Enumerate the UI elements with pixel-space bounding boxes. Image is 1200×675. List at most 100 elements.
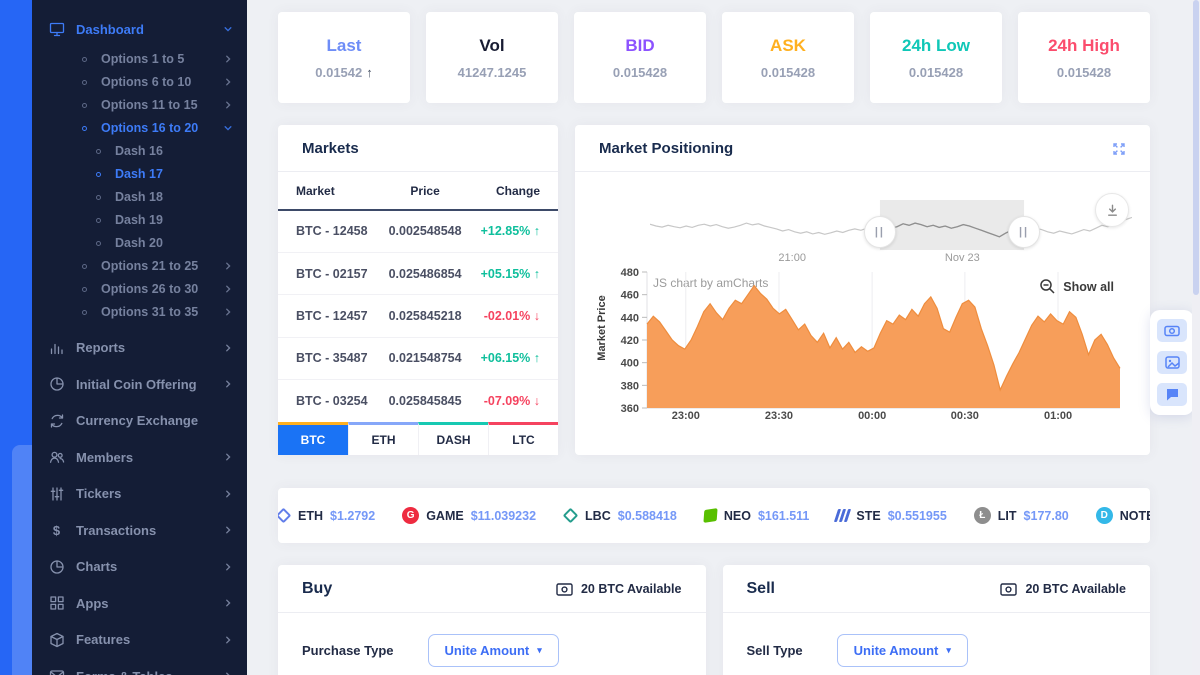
accent-scroll-thumb[interactable] bbox=[12, 445, 32, 675]
ticker-strip: ETH $1.2792 G GAME $11.039232 LBC $0.588418 NEO… bbox=[278, 488, 1150, 543]
arrow-down-icon: ↓ bbox=[533, 394, 540, 409]
sidebar-item-options-11-to-15[interactable]: Options 11 to 15 bbox=[32, 94, 247, 117]
chevron-right-icon bbox=[223, 54, 233, 64]
chevron-right-icon bbox=[223, 598, 233, 608]
svg-text:460: 460 bbox=[621, 290, 639, 302]
sidebar-item-dash-20[interactable]: Dash 20 bbox=[32, 232, 247, 255]
expand-icon[interactable] bbox=[1112, 142, 1126, 156]
bullet-icon bbox=[82, 125, 87, 131]
ticker-item-game[interactable]: G GAME $11.039232 bbox=[402, 507, 536, 524]
lit-coin-icon: Ł bbox=[973, 507, 991, 524]
chevron-right-icon bbox=[223, 525, 233, 535]
sidebar-item-currency-exchange[interactable]: Currency Exchange bbox=[32, 403, 247, 440]
ticker-item-neo[interactable]: NEO $161.511 bbox=[703, 508, 809, 523]
chevron-right-icon bbox=[223, 307, 233, 317]
ticker-item-ste[interactable]: STE $0.551955 bbox=[834, 509, 947, 523]
zoom-out-icon bbox=[1040, 279, 1055, 294]
sidebar-item-transactions[interactable]: $ Transactions bbox=[32, 512, 247, 549]
bullet-icon bbox=[96, 194, 101, 200]
chevron-right-icon bbox=[223, 261, 233, 271]
navigator-axis-label: Nov 23 bbox=[944, 252, 980, 264]
caret-down-icon: ▾ bbox=[537, 645, 542, 655]
table-row[interactable]: BTC - 12458 0.002548548 +12.85% ↑ bbox=[296, 224, 540, 239]
chat-tool-button[interactable] bbox=[1157, 383, 1187, 406]
scrollbar-track[interactable] bbox=[1192, 0, 1200, 675]
show-all-button[interactable]: Show all bbox=[1039, 278, 1114, 295]
table-row[interactable]: BTC - 02157 0.025486854 +05.15% ↑ bbox=[278, 251, 558, 295]
sell-panel: Sell 20 BTC Available Sell Type Unite Am… bbox=[722, 565, 1150, 675]
sidebar-item-tickers[interactable]: Tickers bbox=[32, 476, 247, 513]
main-content: Last 0.01542 ↑ Vol 41247.1245 BID 0.015428 ASK… bbox=[247, 0, 1200, 675]
floating-tools bbox=[1150, 310, 1194, 415]
sidebar-item-members[interactable]: Members bbox=[32, 439, 247, 476]
sidebar-item-options-26-to-30[interactable]: Options 26 to 30 bbox=[32, 278, 247, 301]
scrollbar-thumb[interactable] bbox=[1193, 0, 1199, 295]
sync-icon bbox=[48, 412, 65, 429]
neo-coin-icon bbox=[703, 508, 718, 523]
sidebar-item-apps[interactable]: Apps bbox=[32, 585, 247, 622]
note-coin-icon: D bbox=[1095, 507, 1113, 524]
camera-tool-button[interactable] bbox=[1157, 319, 1187, 342]
sidebar-item-dash-17[interactable]: Dash 17 bbox=[32, 163, 247, 186]
markets-tabs: BTC ETH DASH LTC bbox=[278, 422, 558, 455]
tab-ltc[interactable]: LTC bbox=[488, 422, 558, 455]
table-row[interactable]: BTC - 12457 0.025845218 -02.01% ↓ bbox=[278, 294, 558, 338]
sidebar-item-dash-16[interactable]: Dash 16 bbox=[32, 140, 247, 163]
sidebar-item-options-21-to-25[interactable]: Options 21 to 25 bbox=[32, 255, 247, 278]
table-row[interactable]: BTC - 03254 0.025845845 -07.09% ↓ bbox=[278, 379, 558, 422]
stat-card-24h-high: 24h High 0.015428 bbox=[1018, 12, 1150, 103]
sidebar-item-options-16-to-20[interactable]: Options 16 to 20 bbox=[32, 117, 247, 140]
bars-icon bbox=[48, 339, 65, 356]
chart-navigator[interactable]: 21:00 Nov 23 || || bbox=[650, 193, 1132, 264]
sidebar-item-features[interactable]: Features bbox=[32, 622, 247, 659]
buy-panel: Buy 20 BTC Available Purchase Type Unite… bbox=[278, 565, 706, 675]
bullet-icon bbox=[96, 217, 101, 223]
sidebar-item-dash-18[interactable]: Dash 18 bbox=[32, 186, 247, 209]
tab-btc[interactable]: BTC bbox=[278, 422, 348, 455]
purchase-type-label: Purchase Type bbox=[302, 643, 394, 658]
purchase-type-dropdown[interactable]: Unite Amount ▾ bbox=[427, 634, 559, 667]
game-coin-icon: G bbox=[402, 507, 420, 524]
sidebar-item-initial-coin-offering[interactable]: Initial Coin Offering bbox=[32, 366, 247, 403]
image-tool-button[interactable] bbox=[1157, 351, 1187, 374]
markets-table-body: BTC - 12458 0.002548548 +12.85% ↑ BTC - 021… bbox=[278, 210, 558, 422]
sidebar-item-forms-tables[interactable]: Forms & Tables bbox=[32, 658, 247, 675]
mail-icon bbox=[48, 668, 65, 675]
pie-icon bbox=[48, 558, 65, 575]
markets-table-head: Market Price Change bbox=[278, 172, 558, 211]
sidebar-item-options-31-to-35[interactable]: Options 31 to 35 bbox=[32, 301, 247, 324]
arrow-up-icon: ↑ bbox=[533, 351, 540, 366]
lbc-coin-icon bbox=[562, 507, 579, 524]
stat-cards: Last 0.01542 ↑ Vol 41247.1245 BID 0.015428 ASK… bbox=[278, 12, 1150, 103]
ticker-item-note[interactable]: DNOTE$13.399 bbox=[1095, 507, 1150, 524]
ticker-item-lit[interactable]: Ł LIT $177.80 bbox=[973, 507, 1069, 524]
sidebar-item-reports[interactable]: Reports bbox=[32, 330, 247, 367]
ticker-item-eth[interactable]: ETH $1.2792 bbox=[278, 507, 375, 524]
sidebar-item-options-1-to-5[interactable]: Options 1 to 5 bbox=[32, 48, 247, 71]
grid-icon bbox=[48, 595, 65, 612]
market-positioning-panel: Market Positioning 21:00 Nov 23 || || bbox=[575, 125, 1150, 455]
navigator-axis-label: 21:00 bbox=[778, 252, 806, 264]
navigator-right-handle[interactable]: || bbox=[1008, 216, 1041, 248]
sidebar-item-options-6-to-10[interactable]: Options 6 to 10 bbox=[32, 71, 247, 94]
svg-text:23:00: 23:00 bbox=[672, 410, 700, 422]
sidebar-item-charts[interactable]: Charts bbox=[32, 549, 247, 586]
download-button[interactable] bbox=[1095, 193, 1129, 227]
sell-type-dropdown[interactable]: Unite Amount ▾ bbox=[836, 634, 968, 667]
ticker-item-lbc[interactable]: LBC $0.588418 bbox=[562, 507, 677, 524]
chevron-right-icon bbox=[223, 77, 233, 87]
chat-icon bbox=[1167, 389, 1178, 401]
camera-icon bbox=[1164, 325, 1180, 337]
chevron-right-icon bbox=[223, 671, 233, 675]
sidebar-item-dashboard[interactable]: Dashboard bbox=[32, 11, 247, 48]
tab-eth[interactable]: ETH bbox=[348, 422, 418, 455]
pie-icon bbox=[48, 376, 65, 393]
sidebar-item-dash-19[interactable]: Dash 19 bbox=[32, 209, 247, 232]
bullet-icon bbox=[96, 171, 101, 177]
middle-row: Markets Market Price Change BTC - 12458 0.0… bbox=[278, 125, 1150, 455]
table-row[interactable]: BTC - 35487 0.021548754 +06.15% ↑ bbox=[278, 336, 558, 380]
navigator-left-handle[interactable]: || bbox=[863, 216, 896, 248]
buy-available: 20 BTC Available bbox=[556, 582, 682, 596]
tab-dash[interactable]: DASH bbox=[418, 422, 488, 455]
chevron-right-icon bbox=[223, 100, 233, 110]
